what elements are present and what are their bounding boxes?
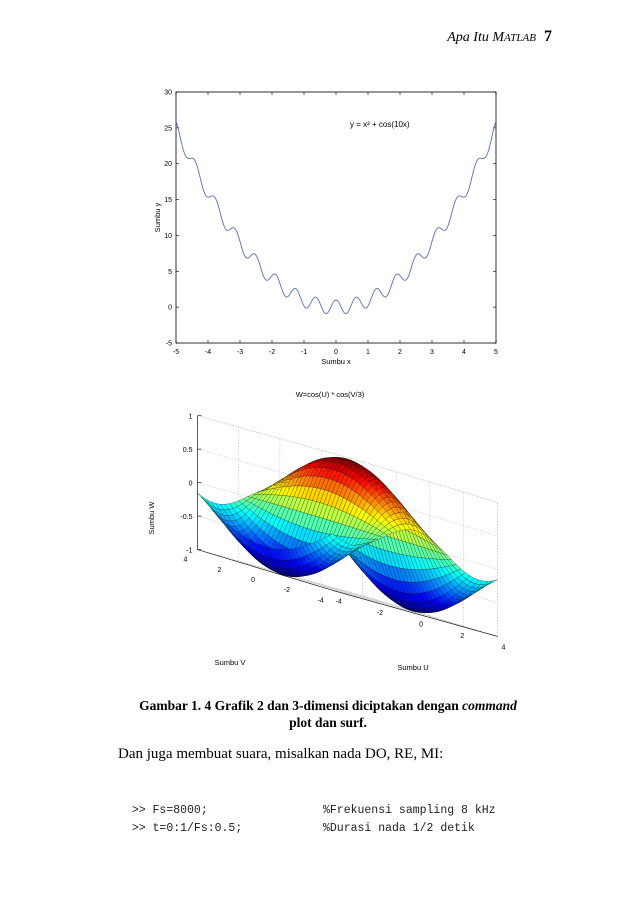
x-tick-label: 3 [430,349,434,356]
y-tick-label: 10 [164,233,172,240]
x-tick-label: -1 [301,349,307,356]
v-tick-label: 2 [217,567,221,574]
code-comment: %Frekuensi sampling 8 kHz [323,804,496,817]
u-tick-label: 2 [460,633,464,640]
x-tick-label: 5 [494,349,498,356]
x-tick-label: -2 [269,349,275,356]
y-tick-label: 15 [164,197,172,204]
header-title: Apa Itu MATLAB [447,30,536,45]
frame-edge [362,595,498,637]
caption-line1: Gambar 1. 4 Grafik 2 dan 3-dimensi dicip… [139,698,463,713]
figure-caption: Gambar 1. 4 Grafik 2 dan 3-dimensi dicip… [118,697,538,731]
series-line [175,120,497,315]
y-tick-label: 20 [164,161,172,168]
plot-frame [175,91,497,344]
x-tick-label: 2 [398,349,402,356]
code-comment: %Durasi nada 1/2 detik [323,822,475,835]
x-tick-label: 0 [334,349,338,356]
v-tick-label: 0 [251,577,255,584]
body-paragraph: Dan juga membuat suara, misalkan nada DO… [118,746,444,762]
line-chart: -5 -4 -3 -2 -1 0 1 2 3 4 5 -5 0 5 10 15 20 25 30 y = x² + c… [153,90,498,367]
x-tick-label: -3 [237,349,243,356]
v-axis-label: Sumbu V [215,658,246,667]
z-tick-label: -1 [186,548,192,555]
u-tick-label: 0 [419,621,423,628]
caption-italic: command [462,698,517,713]
v-tick-label: -4 [318,597,324,604]
surface-facet [489,579,498,584]
y-axis-label: Sumbu y [153,202,162,232]
code-line: >> Fs=8000; %Frekuensi sampling 8 kHz [118,791,496,817]
page-number: 7 [544,28,552,45]
v-tick-label: 4 [184,557,188,564]
x-axis-label: Sumbu x [321,357,351,366]
u-tick-label: 4 [502,644,506,651]
y-tick-label: 5 [168,269,172,276]
y-tick-label: 0 [168,305,172,312]
caption-line2: plot dan surf. [289,715,367,730]
v-tick-label: -2 [284,587,290,594]
grid-line [321,583,457,626]
z-tick-label: -0.5 [180,514,192,521]
plot-annotation: y = x² + cos(10x) [350,120,410,129]
x-tick-label: 4 [462,349,466,356]
u-tick-label: -4 [336,598,342,605]
code-command: >> Fs=8000; [131,804,208,817]
x-tick-label: 1 [366,349,370,356]
z-tick-label: 0 [189,481,193,488]
surface-chart: -1 -0.5 0 0.5 1 -4 -2 0 2 4 -4 -2 0 2 4 W=cos(U) * cos(… [147,390,506,672]
chart-title: W=cos(U) * cos(V/3) [296,390,365,399]
surface [197,457,498,613]
y-tick-label: 25 [164,125,172,132]
frame-edge [362,461,498,503]
z-tick-label: 1 [189,414,193,421]
x-tick-label: -4 [205,349,211,356]
page-header: Apa Itu MATLAB 7 [447,28,552,46]
grid-line [279,572,416,614]
u-tick-label: -2 [377,610,383,617]
z-tick-label: 0.5 [183,447,193,454]
z-axis-label: Sumbu W [147,501,156,535]
code-line: >> t=0:1/Fs:0.5; %Durasi nada 1/2 detik [118,809,475,835]
y-tick-label: -5 [166,341,172,348]
y-tick-label: 30 [164,90,172,97]
u-axis [332,590,498,637]
code-command: >> t=0:1/Fs:0.5; [131,822,243,835]
u-axis-label: Sumbu U [397,663,428,672]
x-tick-label: -5 [173,349,179,356]
v-axis [197,549,333,591]
